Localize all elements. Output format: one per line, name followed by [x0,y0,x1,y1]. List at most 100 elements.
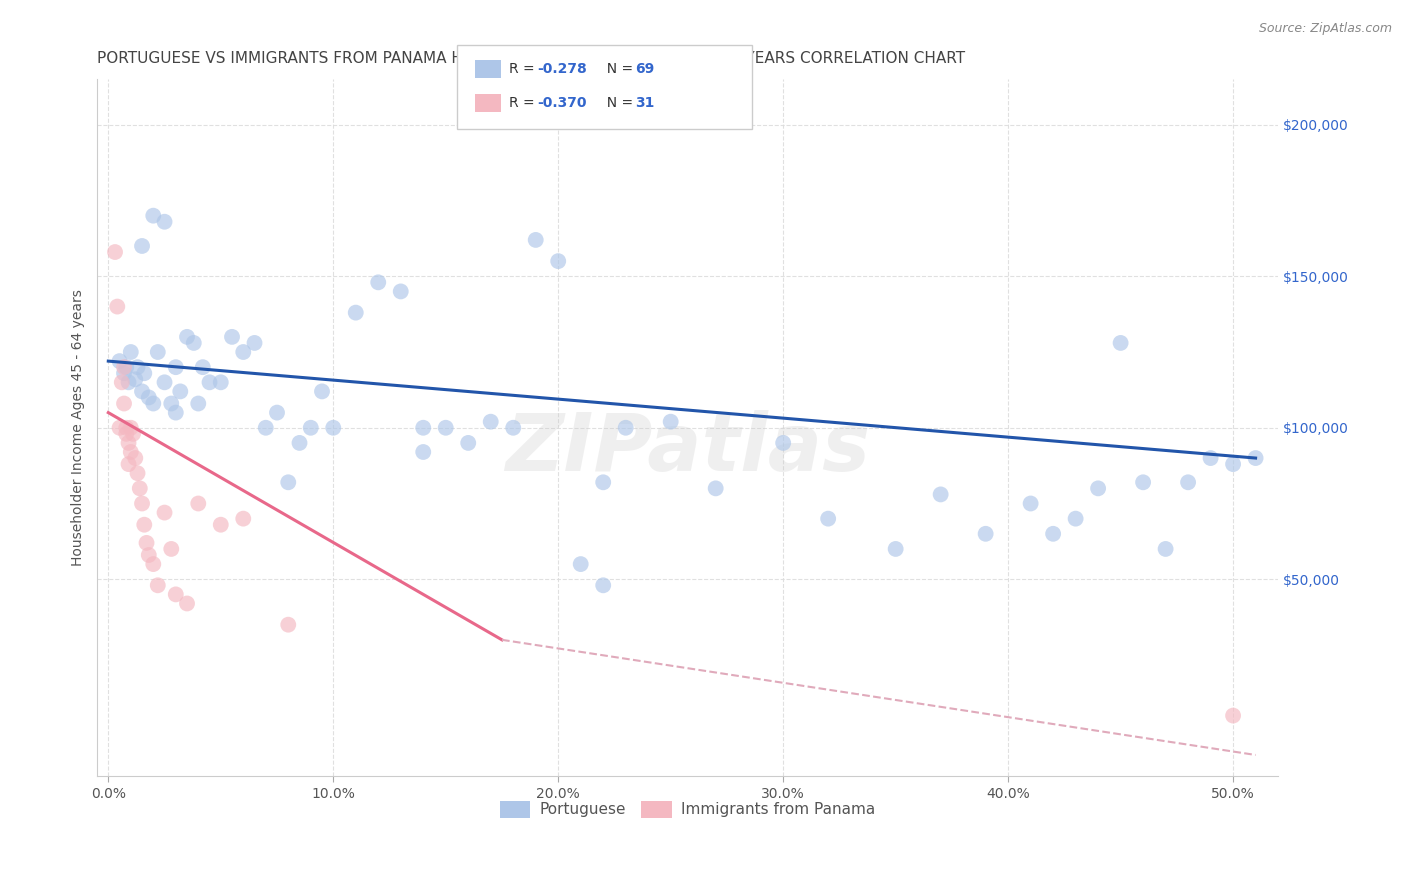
Point [254,421,277,435]
Point [142,557,165,571]
Point [412,445,434,459]
Point [160,396,183,410]
Point [122,426,145,441]
Point [412,421,434,435]
Point [117,376,139,390]
Point [1132,475,1154,490]
Point [117,457,139,471]
Point [266,406,288,420]
Point [659,415,682,429]
Point [176,330,198,344]
Point [524,233,547,247]
Text: N =: N = [598,62,637,76]
Point [165,406,187,420]
Point [1154,541,1177,556]
Point [108,421,131,435]
Point [974,526,997,541]
Point [221,330,243,344]
Point [142,209,165,223]
Point [1199,451,1222,466]
Point [1222,708,1244,723]
Point [209,376,232,390]
Point [209,517,232,532]
Point [153,376,176,390]
Point [704,481,727,495]
Point [146,345,169,359]
Text: Source: ZipAtlas.com: Source: ZipAtlas.com [1258,22,1392,36]
Point [120,421,142,435]
Point [108,354,131,368]
Point [817,511,839,525]
Point [1109,335,1132,350]
Point [288,436,311,450]
Point [120,345,142,359]
Point [153,506,176,520]
Point [434,421,457,435]
Point [115,360,138,375]
Point [277,475,299,490]
Point [344,305,367,319]
Text: PORTUGUESE VS IMMIGRANTS FROM PANAMA HOUSEHOLDER INCOME AGES 45 - 64 YEARS CORRE: PORTUGUESE VS IMMIGRANTS FROM PANAMA HOU… [97,51,965,66]
Point [142,396,165,410]
Point [191,360,214,375]
Text: 69: 69 [636,62,655,76]
Point [232,511,254,525]
Y-axis label: Householder Income Ages 45 - 64 years: Householder Income Ages 45 - 64 years [72,289,86,566]
Point [389,285,412,299]
Point [547,254,569,268]
Text: N =: N = [598,95,637,110]
Point [117,436,139,450]
Point [105,300,128,314]
Point [183,335,205,350]
Point [198,376,221,390]
Point [131,239,153,253]
Point [153,215,176,229]
Point [146,578,169,592]
Point [127,360,149,375]
Point [169,384,191,399]
Point [135,536,157,550]
Point [457,436,479,450]
Text: 31: 31 [636,95,655,110]
Point [128,481,150,495]
Point [1222,457,1244,471]
Point [127,466,149,480]
Point [124,451,146,466]
Point [112,366,135,380]
Point [187,496,209,510]
Point [614,421,637,435]
Point [176,597,198,611]
Point [124,372,146,386]
Point [115,426,138,441]
Point [115,421,138,435]
Point [367,276,389,290]
Text: -0.370: -0.370 [537,95,586,110]
Text: -0.278: -0.278 [537,62,586,76]
Point [569,557,592,571]
Point [134,517,156,532]
Point [772,436,794,450]
Point [322,421,344,435]
Point [277,617,299,632]
Text: R =: R = [509,62,538,76]
Point [112,396,135,410]
Point [165,587,187,601]
Point [929,487,952,501]
Point [1019,496,1042,510]
Point [1064,511,1087,525]
Point [1087,481,1109,495]
Point [131,384,153,399]
Point [1042,526,1064,541]
Text: ZIPatlas: ZIPatlas [505,409,870,488]
Point [160,541,183,556]
Point [1244,451,1267,466]
Point [311,384,333,399]
Point [120,445,142,459]
Point [165,360,187,375]
Point [131,496,153,510]
Point [232,345,254,359]
Point [112,360,135,375]
Point [134,366,156,380]
Point [884,541,907,556]
Legend: Portuguese, Immigrants from Panama: Portuguese, Immigrants from Panama [494,795,882,824]
